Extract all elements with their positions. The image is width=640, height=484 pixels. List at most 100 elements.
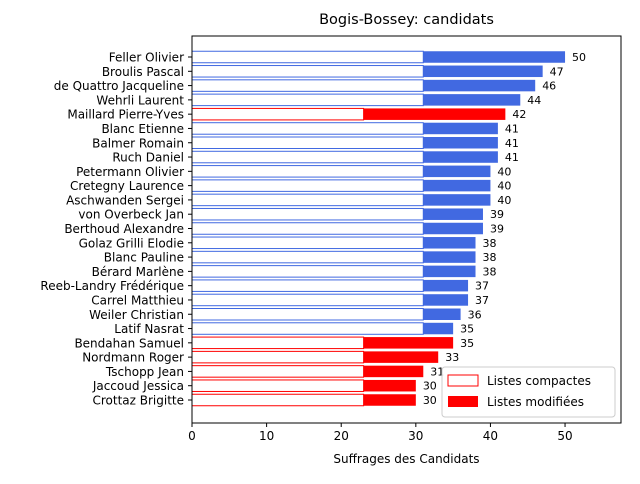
- value-label: 41: [505, 151, 519, 164]
- bar-modifiees: [363, 351, 439, 363]
- bar-modifiees: [423, 151, 498, 163]
- legend-label-compactes: Listes compactes: [487, 374, 591, 388]
- chart-title: Bogis-Bossey: candidats: [319, 12, 494, 28]
- value-label: 41: [505, 137, 519, 150]
- bar-compactes: [191, 107, 365, 121]
- bar-modifiees: [423, 294, 469, 306]
- bar-modifiees: [423, 51, 566, 63]
- value-label: 50: [572, 51, 586, 64]
- x-tick-label: 50: [557, 429, 572, 443]
- x-tick-label: 10: [259, 429, 274, 443]
- plot-frame: [191, 35, 622, 424]
- x-tick-label: 20: [334, 429, 349, 443]
- bar-compactes: [191, 150, 424, 164]
- y-tick-label: Broulis Pascal: [102, 65, 184, 79]
- y-tick-label: Carrel Matthieu: [91, 293, 184, 307]
- y-tick-label: Wehrli Laurent: [96, 93, 184, 107]
- bar-modifiees: [423, 165, 491, 178]
- y-tick-label: Crottaz Brigitte: [92, 394, 184, 408]
- bar-modifiees: [423, 222, 483, 235]
- bar-modifiees: [423, 279, 469, 292]
- bar-compactes: [191, 336, 365, 350]
- bar-compactes: [191, 265, 424, 278]
- bar-compactes: [191, 379, 365, 392]
- legend-swatch-modifiees: [448, 396, 478, 407]
- bar-modifiees: [423, 65, 543, 78]
- bar-modifiees: [423, 322, 454, 335]
- y-tick-label: Ruch Daniel: [112, 151, 184, 165]
- y-tick-label: Blanc Etienne: [101, 122, 184, 136]
- x-axis-label: Suffrages des Candidats: [333, 452, 479, 466]
- bar-compactes: [191, 50, 424, 64]
- y-tick-label: Reeb-Landry Frédérique: [40, 279, 184, 293]
- bar-compactes: [191, 250, 424, 264]
- y-tick-label: Berthoud Alexandre: [64, 222, 184, 236]
- value-label: 31: [430, 365, 444, 378]
- bar-compactes: [191, 350, 365, 364]
- value-label: 33: [445, 351, 459, 364]
- bar-modifiees: [423, 265, 476, 278]
- legend-label-modifiees: Listes modifiées: [487, 395, 584, 409]
- value-label: 37: [475, 280, 489, 293]
- bar-modifiees: [423, 122, 498, 135]
- bar-compactes: [191, 322, 424, 335]
- bar-compactes: [191, 93, 424, 107]
- value-label: 46: [542, 80, 556, 93]
- x-axis: 0 10 20 30 40 50: [188, 423, 573, 443]
- bar-compactes: [191, 236, 424, 250]
- value-label: 30: [423, 394, 437, 407]
- bars-layer: [191, 50, 566, 407]
- bar-modifiees: [363, 394, 416, 406]
- value-label: 35: [460, 337, 474, 350]
- legend: Listes compactes Listes modifiées: [441, 366, 616, 418]
- y-tick-label: Bendahan Samuel: [74, 336, 184, 350]
- bar-compactes: [191, 122, 424, 135]
- y-tick-label: von Overbeck Jan: [78, 208, 184, 222]
- y-tick-label: Blanc Pauline: [104, 251, 184, 265]
- bar-modifiees: [363, 379, 416, 392]
- y-tick-label: Balmer Romain: [92, 136, 184, 150]
- y-tick-label: de Quattro Jacqueline: [54, 79, 184, 93]
- x-tick-label: 0: [188, 429, 196, 443]
- y-tick-label: Tschopp Jean: [105, 365, 184, 379]
- value-label: 38: [483, 251, 497, 264]
- value-label: 44: [527, 94, 541, 107]
- y-tick-label: Feller Olivier: [109, 51, 184, 65]
- legend-frame: [441, 366, 616, 418]
- value-label: 38: [483, 237, 497, 250]
- bar-modifiees: [423, 237, 476, 249]
- bar-compactes: [191, 193, 424, 207]
- y-tick-label: Golaz Grilli Elodie: [79, 236, 184, 250]
- value-label: 41: [505, 122, 519, 135]
- value-label: 39: [490, 208, 504, 221]
- bar-compactes: [191, 293, 424, 307]
- value-label: 40: [497, 165, 511, 178]
- bar-modifiees: [423, 179, 491, 192]
- bar-modifiees: [423, 79, 536, 92]
- value-label: 35: [460, 323, 474, 336]
- y-tick-label: Petermann Olivier: [76, 165, 184, 179]
- y-tick-label: Maillard Pierre-Yves: [67, 108, 184, 122]
- bar-modifiees: [363, 365, 424, 378]
- bar-compactes: [191, 393, 365, 407]
- legend-swatch-compactes: [447, 374, 479, 387]
- bar-modifiees: [363, 108, 506, 120]
- bar-compactes: [191, 308, 424, 321]
- x-tick-label: 40: [483, 429, 498, 443]
- x-tick-label: 30: [408, 429, 423, 443]
- bar-compactes: [191, 179, 424, 192]
- value-label: 47: [550, 65, 564, 78]
- bar-compactes: [191, 222, 424, 235]
- value-label: 40: [497, 180, 511, 193]
- value-label: 36: [468, 308, 482, 321]
- bar-compactes: [191, 79, 424, 92]
- value-labels: 5047464442414141404040393938383837373635…: [423, 51, 586, 407]
- bar-compactes: [191, 65, 424, 78]
- bar-modifiees: [423, 137, 498, 149]
- bar-compactes: [191, 279, 424, 292]
- bar-compactes: [191, 136, 424, 149]
- bar-modifiees: [423, 194, 491, 206]
- bar-compactes: [191, 165, 424, 178]
